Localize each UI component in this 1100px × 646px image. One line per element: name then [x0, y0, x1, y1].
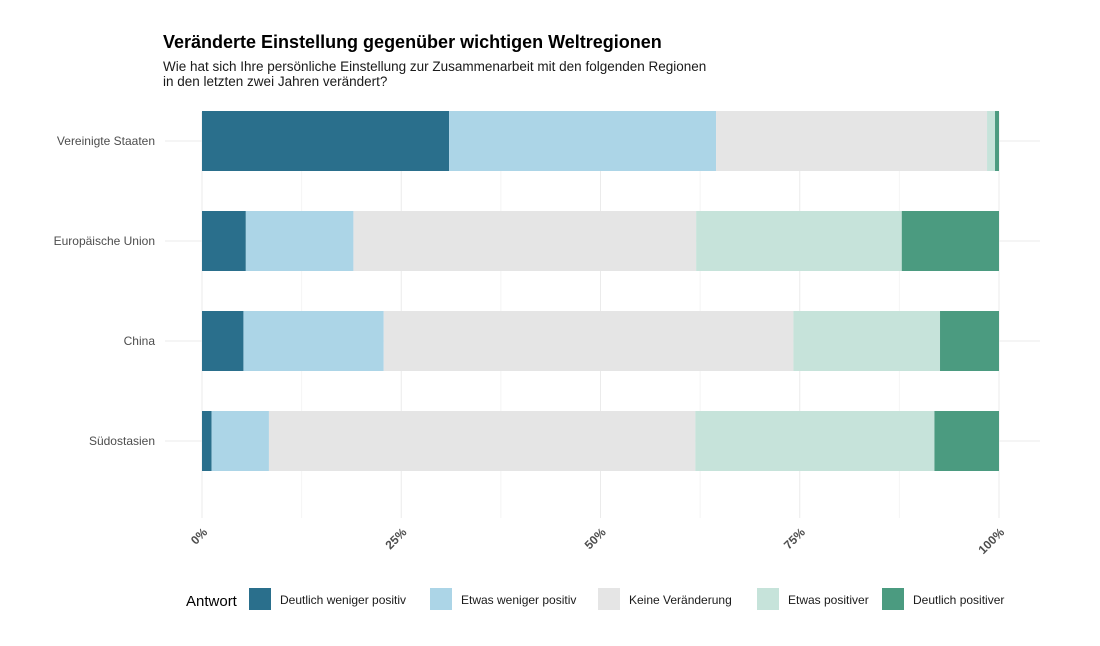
- bar-segment-2-1: [202, 211, 246, 271]
- legend-label-3: Keine Veränderung: [629, 593, 732, 607]
- x-tick-label: 0%: [188, 525, 210, 547]
- legend-key-4: [757, 588, 779, 610]
- bar-segment-1-3: [716, 111, 988, 171]
- bar-segment-1-2: [449, 111, 717, 171]
- legend-label-5: Deutlich positiver: [913, 593, 1004, 607]
- bar-segment-2-4: [696, 211, 902, 271]
- y-axis-label: Europäische Union: [54, 234, 155, 248]
- bar-segment-3-1: [202, 311, 244, 371]
- bar-segment-4-2: [211, 411, 269, 471]
- y-axis-label: Vereinigte Staaten: [57, 134, 155, 148]
- bar-segment-4-3: [268, 411, 696, 471]
- legend: Antwort Deutlich weniger positiv Etwas we…: [186, 588, 1004, 610]
- bar-segment-3-4: [793, 311, 941, 371]
- bar-segment-1-1: [202, 111, 450, 171]
- y-axis-label: China: [124, 334, 156, 348]
- x-tick-label: 50%: [582, 525, 609, 552]
- legend-title: Antwort: [186, 593, 238, 610]
- bar-segment-1-4: [987, 111, 996, 171]
- legend-key-1: [249, 588, 271, 610]
- legend-label-1: Deutlich weniger positiv: [280, 593, 406, 607]
- chart-title: Veränderte Einstellung gegenüber wichtig…: [163, 32, 662, 52]
- x-tick-label: 75%: [781, 525, 808, 552]
- y-axis-label: Südostasien: [89, 434, 155, 448]
- legend-label-2: Etwas weniger positiv: [461, 593, 576, 607]
- bar-segment-4-1: [202, 411, 212, 471]
- y-axis-labels: Vereinigte Staaten Europäische Union China…: [54, 134, 156, 448]
- bar-segment-3-3: [383, 311, 794, 371]
- bar-segment-2-3: [353, 211, 697, 271]
- bar-segment-4-5: [934, 411, 999, 471]
- bar-segment-1-5: [995, 111, 999, 171]
- chart-subtitle-line-1: Wie hat sich Ihre persönliche Einstellun…: [163, 59, 706, 74]
- chart-subtitle-line-2: in den letzten zwei Jahren verändert?: [163, 74, 387, 89]
- bar-segment-3-5: [940, 311, 999, 371]
- bars: [202, 111, 999, 471]
- legend-key-5: [882, 588, 904, 610]
- bar-segment-2-5: [901, 211, 999, 271]
- x-tick-label: 100%: [976, 525, 1008, 557]
- bar-segment-2-2: [245, 211, 354, 271]
- x-tick-label: 25%: [382, 525, 409, 552]
- bar-segment-3-2: [243, 311, 384, 371]
- legend-key-3: [598, 588, 620, 610]
- bar-segment-4-4: [695, 411, 935, 471]
- legend-label-4: Etwas positiver: [788, 593, 869, 607]
- legend-key-2: [430, 588, 452, 610]
- x-axis-tick-labels: 0% 25% 50% 75% 100%: [188, 525, 1007, 557]
